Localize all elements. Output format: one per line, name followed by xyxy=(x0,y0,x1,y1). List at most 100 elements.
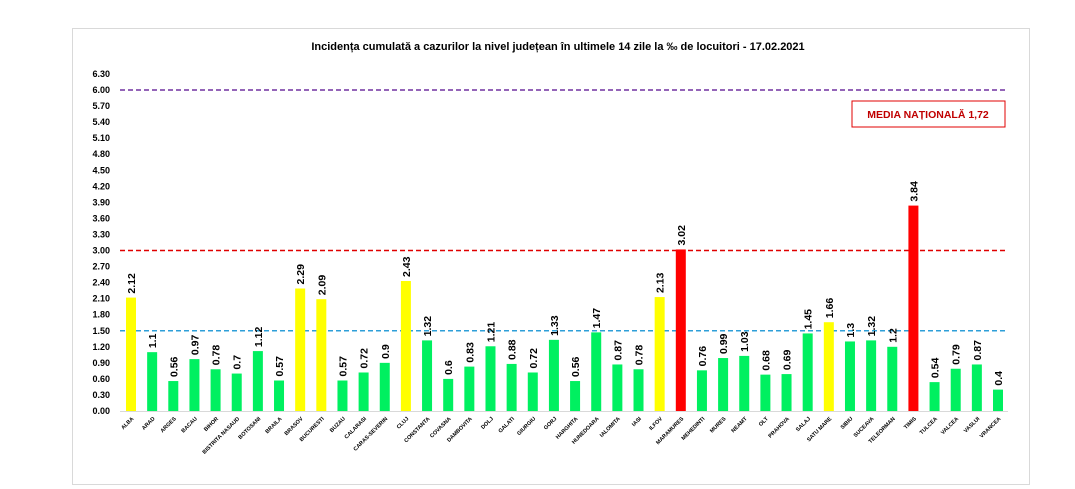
x-tick-label: TIMIS xyxy=(903,416,918,431)
x-tick-label: VASLUI xyxy=(963,416,982,435)
data-label: 0.4 xyxy=(993,371,1005,386)
data-label: 1.1 xyxy=(147,333,159,348)
bar xyxy=(654,297,665,411)
data-label: 0.56 xyxy=(570,356,582,377)
y-tick-label: 1.50 xyxy=(92,326,110,336)
chart-frame xyxy=(72,28,1030,485)
x-tick-label: VRANCEA xyxy=(979,416,1002,439)
x-tick-label: BRASOV xyxy=(284,416,305,437)
x-tick-label: SIBIU xyxy=(840,416,855,431)
bar xyxy=(612,364,623,411)
data-label: 0.7 xyxy=(232,355,244,370)
x-tick-label: OLT xyxy=(758,416,770,428)
data-label: 0.6 xyxy=(443,360,455,375)
bar xyxy=(210,369,221,411)
x-tick-label: MURES xyxy=(709,416,728,435)
bar xyxy=(866,340,877,411)
bar xyxy=(400,281,411,411)
x-tick-label: ILFOV xyxy=(648,416,664,432)
data-label: 1.66 xyxy=(824,298,836,319)
data-label: 0.88 xyxy=(507,339,519,360)
bar xyxy=(337,380,348,411)
data-label: 1.33 xyxy=(549,315,561,336)
bar xyxy=(781,374,792,411)
y-tick-label: 3.60 xyxy=(92,213,110,223)
data-label: 2.12 xyxy=(126,273,138,294)
y-tick-label: 1.20 xyxy=(92,342,110,352)
x-tick-label: ARAD xyxy=(141,416,156,431)
data-label: 1.12 xyxy=(253,326,265,347)
data-label: 2.09 xyxy=(316,275,328,296)
bar xyxy=(485,346,496,411)
bar xyxy=(506,363,517,411)
data-label: 2.43 xyxy=(401,256,413,277)
data-label: 0.72 xyxy=(359,348,371,369)
data-label: 1.2 xyxy=(887,328,899,343)
x-tick-label: IALOMITA xyxy=(599,416,622,439)
bar xyxy=(675,249,686,411)
bar xyxy=(696,370,707,411)
x-tick-label: BRAILA xyxy=(265,416,284,435)
data-label: 3.84 xyxy=(908,181,920,202)
y-tick-label: 4.20 xyxy=(92,181,110,191)
data-label: 0.57 xyxy=(337,356,349,377)
bar xyxy=(844,341,855,411)
x-tick-label: IASI xyxy=(631,416,643,428)
data-label: 0.97 xyxy=(189,335,201,356)
y-tick-label: 1.80 xyxy=(92,310,110,320)
bar xyxy=(443,378,454,411)
bar xyxy=(274,380,285,411)
y-tick-label: 0.60 xyxy=(92,374,110,384)
bar xyxy=(929,382,940,411)
data-label: 0.56 xyxy=(168,356,180,377)
x-tick-label: VALCEA xyxy=(940,416,960,436)
bar xyxy=(950,368,961,411)
bar xyxy=(168,381,179,411)
x-tick-label: ARGES xyxy=(160,416,178,434)
data-label: 1.3 xyxy=(845,323,857,338)
bar xyxy=(231,373,242,411)
x-tick-label: BACAU xyxy=(181,416,199,434)
data-label: 0.78 xyxy=(634,345,646,366)
x-tick-label: ALBA xyxy=(120,416,135,431)
bar xyxy=(908,205,919,411)
x-tick-label: GIURGIU xyxy=(516,416,537,437)
legend-box: MEDIA NAȚIONALĂ 1,72 xyxy=(851,100,1006,128)
y-tick-label: 0.30 xyxy=(92,390,110,400)
x-tick-label: BIHOR xyxy=(203,416,220,433)
x-tick-label: GALATI xyxy=(498,416,517,435)
bar xyxy=(295,288,306,411)
bar xyxy=(971,364,982,411)
x-tick-label: MEHEDINTI xyxy=(681,416,707,442)
bar xyxy=(464,366,475,411)
data-label: 0.76 xyxy=(697,346,709,367)
bar xyxy=(633,369,644,411)
bar xyxy=(422,340,433,411)
bar xyxy=(189,359,200,411)
data-label: 0.57 xyxy=(274,356,286,377)
y-tick-label: 0.90 xyxy=(92,358,110,368)
data-label: 0.9 xyxy=(380,344,392,359)
x-tick-label: GORJ xyxy=(543,416,558,431)
data-label: 0.78 xyxy=(211,345,223,366)
data-label: 0.72 xyxy=(528,348,540,369)
bar xyxy=(379,362,390,411)
x-tick-label: NEAMT xyxy=(731,416,750,435)
data-label: 3.02 xyxy=(676,225,688,246)
y-tick-label: 2.40 xyxy=(92,278,110,288)
data-label: 1.32 xyxy=(866,316,878,337)
bar xyxy=(570,381,581,411)
y-tick-label: 4.80 xyxy=(92,149,110,159)
data-label: 0.79 xyxy=(951,344,963,365)
bar xyxy=(252,351,263,411)
bar xyxy=(823,322,834,411)
x-tick-label: BOTOSANI xyxy=(238,416,263,441)
y-tick-label: 2.10 xyxy=(92,294,110,304)
x-tick-label: BUZAU xyxy=(329,416,347,434)
data-label: 0.83 xyxy=(464,342,476,363)
y-tick-label: 3.90 xyxy=(92,197,110,207)
bar xyxy=(548,339,559,411)
bar xyxy=(739,355,750,411)
y-tick-label: 5.40 xyxy=(92,117,110,127)
